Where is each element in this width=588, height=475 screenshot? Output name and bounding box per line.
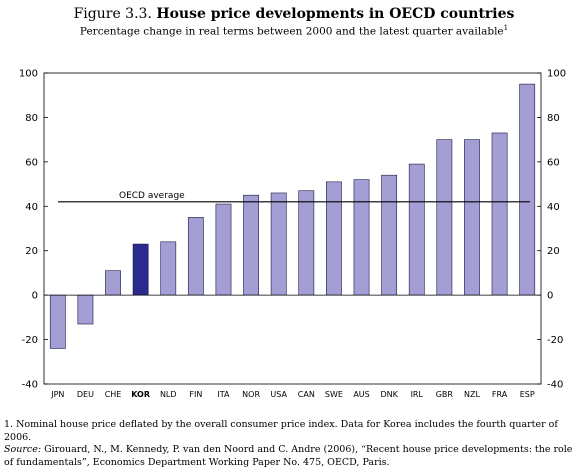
bar-che [105,270,121,296]
bar-nld [160,241,177,296]
x-tick-label: FRA [492,390,508,399]
bar-nzl [464,139,480,296]
plot-frame [43,72,542,385]
bar-fra [491,132,508,296]
x-tick-label: DEU [77,390,94,399]
y-tick-label-right: 20 [547,246,560,257]
oecd-average-label: OECD average [119,191,185,201]
x-tick-label: GBR [436,390,454,399]
y-tick-label-right: 0 [547,291,553,302]
bar-usa [270,192,287,296]
y-tick-label-left: 20 [25,246,38,257]
bar-aus [353,179,370,296]
y-tick-label-right: 40 [547,202,560,213]
x-tick-label: ESP [520,390,535,399]
y-tick-label-left: 0 [32,291,38,302]
x-tick-label: DNK [380,390,398,399]
bar-fin [187,217,204,296]
x-tick-label: NOR [242,390,260,399]
bar-can [298,190,315,296]
x-tick-label: AUS [353,390,369,399]
footnote-mark: 1 [503,24,509,32]
y-tick-label-left: 60 [25,157,38,168]
y-tick-label-right: 100 [547,69,566,80]
source-text: Girouard, N., M. Kennedy, P. van den Noo… [4,444,573,468]
bar-deu [77,294,94,325]
x-tick-label: USA [270,390,287,399]
x-tick-label: CAN [298,390,315,399]
y-tick-label-right: -40 [547,380,563,391]
bar-gbr [436,139,453,296]
chart-title: Figure 3.3. House price developments in … [0,6,588,22]
x-tick-label: ITA [217,390,230,399]
bar-dnk [381,174,398,296]
x-tick-label: NZL [464,390,480,399]
y-tick-label-right: -20 [547,335,563,346]
y-tick-label-left: 80 [25,113,38,124]
y-tick-label-left: 100 [19,69,38,80]
bar-esp [519,83,536,296]
bar-jpn [49,294,66,349]
chart-subtitle: Percentage change in real terms between … [0,22,588,39]
source-note: Source: Girouard, N., M. Kennedy, P. van… [4,444,584,469]
x-tick-label: FIN [189,390,202,399]
y-tick-label-left: -40 [22,380,38,391]
x-tick-label: JPN [50,390,64,399]
y-tick-label-right: 80 [547,113,560,124]
bar-kor [132,243,149,296]
footnote: 1. Nominal house price deflated by the o… [4,419,558,443]
bar-irl [408,163,425,296]
source-label: Source: [4,444,42,455]
chart-notes: 1. Nominal house price deflated by the o… [4,419,584,469]
y-tick-label-right: 60 [547,157,560,168]
x-tick-label: CHE [105,390,122,399]
x-tick-label: IRL [411,390,424,399]
figure-number: Figure 3.3. [73,6,152,22]
bar-swe [326,181,342,296]
y-tick-label-left: 40 [25,202,38,213]
subtitle-text: Percentage change in real terms between … [79,25,504,38]
bar-ita [215,203,232,296]
y-tick-label-left: -20 [22,335,38,346]
x-tick-label: SWE [325,390,343,399]
x-tick-label: NLD [160,390,177,399]
bar-chart: -40 -40 -20 -20 0 0 20 20 40 40 60 60 80 80 100 100 JPN D… [19,69,566,400]
bar-nor [243,194,259,296]
x-tick-label: KOR [131,390,150,399]
figure-title: House price developments in OECD countri… [156,6,515,22]
